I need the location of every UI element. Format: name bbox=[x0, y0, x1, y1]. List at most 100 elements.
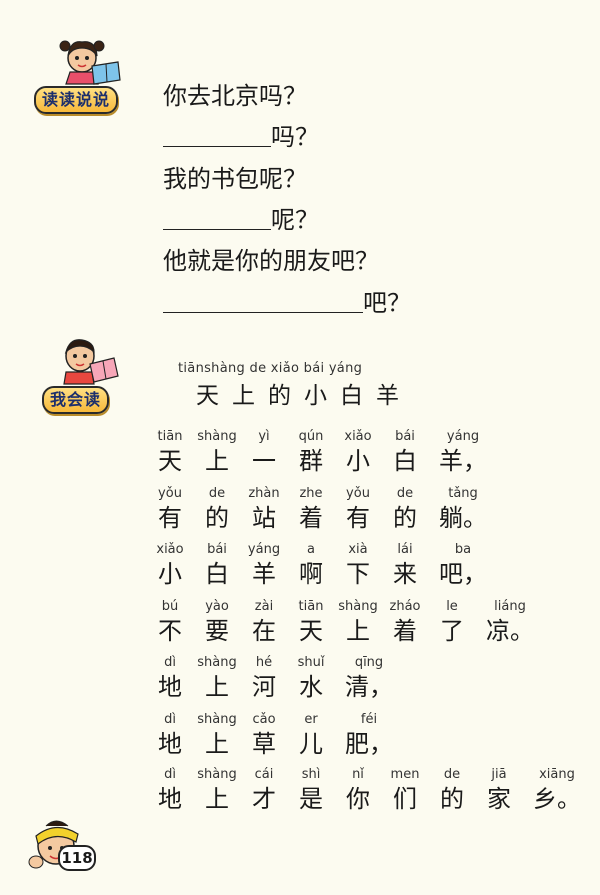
pinyin: zhe bbox=[299, 486, 323, 501]
read-say-line: 吗？ bbox=[163, 121, 319, 153]
poem-line: xiǎo 小 bái 白 yáng 羊 a 啊 xià 下 lái 来 ba 吧， bbox=[150, 541, 580, 597]
hanzi: 群 bbox=[299, 447, 323, 475]
hanzi: 儿 bbox=[299, 730, 323, 758]
pinyin: dì bbox=[164, 767, 176, 782]
pinyin: shuǐ bbox=[297, 655, 325, 670]
hanzi: 一 bbox=[252, 447, 276, 475]
poem-line: bú 不 yào 要 zài 在 tiān 天 shàng 上 zháo 着 le 了 liáng 凉。 bbox=[150, 598, 580, 654]
pinyin: qīng bbox=[354, 655, 384, 670]
poem-line: yǒu 有 de 的 zhàn 站 zhe 着 yǒu 有 de 的 tǎng 躺。 bbox=[150, 485, 580, 541]
hanzi: 是 bbox=[299, 785, 323, 813]
pinyin: shàng bbox=[197, 429, 237, 444]
pinyin: xiǎo bbox=[156, 542, 184, 557]
poem-char: men 们 bbox=[379, 766, 431, 814]
pinyin: jiā bbox=[491, 767, 507, 782]
pinyin: nǐ bbox=[352, 767, 364, 782]
poem-char: shàng 上 bbox=[191, 766, 243, 814]
hanzi: 有 bbox=[158, 504, 182, 532]
pinyin: cái bbox=[254, 767, 274, 782]
hanzi: 家 bbox=[487, 785, 511, 813]
pinyin: shàng bbox=[338, 599, 378, 614]
pinyin: bú bbox=[161, 599, 179, 614]
poem-char: qún 群 bbox=[285, 428, 337, 476]
pinyin: liáng bbox=[494, 599, 526, 614]
pinyin: yáng bbox=[446, 429, 480, 444]
poem-char: shuǐ 水 bbox=[285, 654, 337, 702]
hanzi: 草 bbox=[252, 730, 276, 758]
poem-line: dì 地 shàng 上 hé 河 shuǐ 水 qīng 清， bbox=[150, 654, 580, 710]
hanzi: 的 bbox=[393, 504, 417, 532]
poem-char: lái 来 bbox=[379, 541, 431, 589]
pinyin: er bbox=[304, 712, 318, 727]
hanzi: 不 bbox=[158, 617, 182, 645]
pinyin: xiāng bbox=[539, 767, 575, 782]
hanzi: 的 bbox=[440, 785, 464, 813]
poem-char: xiǎo 小 bbox=[332, 428, 384, 476]
poem-char: tiān 天 bbox=[144, 428, 196, 476]
pinyin: bái bbox=[395, 429, 415, 444]
hanzi: 小 bbox=[346, 447, 370, 475]
poem-char: shàng 上 bbox=[332, 598, 384, 646]
pinyin: cǎo bbox=[252, 712, 276, 727]
pinyin: bái bbox=[207, 542, 227, 557]
pinyin: de bbox=[396, 486, 414, 501]
poem-char: cǎo 草 bbox=[238, 711, 290, 759]
poem-char: yáng 羊， bbox=[426, 428, 500, 476]
pinyin: tiān bbox=[298, 599, 324, 614]
read-say-badge: 读读说说 bbox=[34, 86, 119, 114]
hanzi: 上 bbox=[346, 617, 370, 645]
read-say-text: 呢？ bbox=[271, 206, 319, 234]
pinyin: qún bbox=[298, 429, 324, 444]
pinyin: zháo bbox=[389, 599, 421, 614]
fill-in-blank bbox=[163, 288, 363, 313]
poem-char: shàng 上 bbox=[191, 654, 243, 702]
poem-char: qīng 清， bbox=[332, 654, 406, 702]
poem-char: bái 白 bbox=[191, 541, 243, 589]
poem-char: zhàn 站 bbox=[238, 485, 290, 533]
fill-in-blank bbox=[163, 205, 271, 230]
read-say-line: 呢？ bbox=[163, 204, 319, 236]
poem-char: shì 是 bbox=[285, 766, 337, 814]
poem-char: le 了 bbox=[426, 598, 478, 646]
read-say-text: 他就是你的朋友吧？ bbox=[163, 247, 379, 275]
poem-char: dì 地 bbox=[144, 766, 196, 814]
hanzi: 有 bbox=[346, 504, 370, 532]
hanzi: 上 bbox=[205, 785, 229, 813]
hanzi: 乡。 bbox=[533, 785, 581, 813]
hanzi: 小 bbox=[158, 560, 182, 588]
hanzi: 们 bbox=[393, 785, 417, 813]
i-can-read-badge: 我会读 bbox=[42, 386, 110, 414]
pinyin: zhàn bbox=[248, 486, 280, 501]
pinyin: le bbox=[446, 599, 458, 614]
poem-char: yǒu 有 bbox=[144, 485, 196, 533]
pinyin: de bbox=[208, 486, 226, 501]
pinyin: shàng bbox=[197, 712, 237, 727]
poem-char: de 的 bbox=[191, 485, 243, 533]
poem-char: xiāng 乡。 bbox=[520, 766, 594, 814]
poem-line: tiān 天 shàng 上 yì 一 qún 群 xiǎo 小 bái 白 yáng 羊， bbox=[150, 428, 580, 484]
pinyin: shàng bbox=[197, 767, 237, 782]
poem-line: dì 地 shàng 上 cái 才 shì 是 nǐ 你 men 们 de 的 jiā 家 xiāng 乡。 bbox=[150, 766, 581, 822]
poem-char: zháo 着 bbox=[379, 598, 431, 646]
poem-char: dì 地 bbox=[144, 711, 196, 759]
poem-title: 天上的小白羊 bbox=[196, 383, 412, 409]
hanzi: 羊， bbox=[439, 447, 487, 475]
pinyin: zài bbox=[254, 599, 274, 614]
poem-char: xià 下 bbox=[332, 541, 384, 589]
read-say-line: 吧？ bbox=[163, 287, 411, 319]
poem-char: jiā 家 bbox=[473, 766, 525, 814]
hanzi: 清， bbox=[345, 673, 393, 701]
hanzi: 躺。 bbox=[439, 504, 487, 532]
read-say-text: 吧？ bbox=[363, 289, 411, 317]
poem-char: dì 地 bbox=[144, 654, 196, 702]
hanzi: 白 bbox=[205, 560, 229, 588]
pinyin: shàng bbox=[197, 655, 237, 670]
poem-char: féi 肥， bbox=[332, 711, 406, 759]
hanzi: 水 bbox=[299, 673, 323, 701]
hanzi: 地 bbox=[158, 673, 182, 701]
hanzi: 上 bbox=[205, 447, 229, 475]
hanzi: 上 bbox=[205, 730, 229, 758]
poem-char: yǒu 有 bbox=[332, 485, 384, 533]
poem-line: dì 地 shàng 上 cǎo 草 er 儿 féi 肥， bbox=[150, 711, 580, 767]
